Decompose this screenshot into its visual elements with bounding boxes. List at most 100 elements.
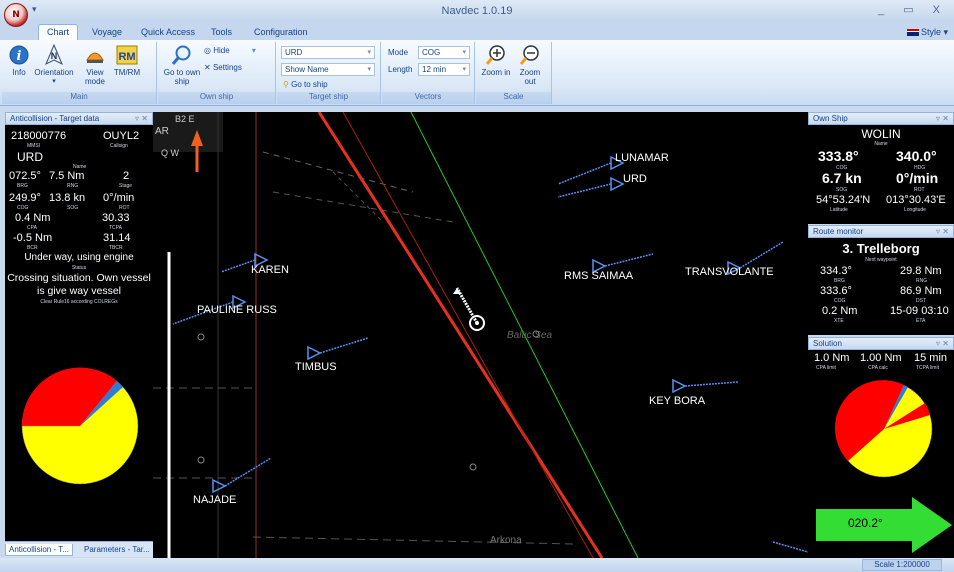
- tmrm-button[interactable]: RM TM/RM: [110, 44, 144, 77]
- tab-configuration[interactable]: Configuration: [254, 27, 308, 37]
- pin-close-icons[interactable]: ▿ ✕: [936, 114, 949, 123]
- vector-length-select[interactable]: 12 min ▾: [418, 63, 470, 76]
- anticollision-panel-header: Anticollision - Target data ▿ ✕: [5, 112, 153, 125]
- target-label[interactable]: RMS SAIMAA: [564, 270, 634, 282]
- tab-parameters[interactable]: Parameters - Tar...: [84, 545, 150, 554]
- tbcr-label: TBCR: [109, 245, 123, 251]
- target-tbcr: 31.14: [103, 232, 131, 244]
- tcpa-limit: 15 min: [914, 352, 948, 364]
- solution-title: Solution: [813, 339, 842, 348]
- settings-button[interactable]: ✕ Settings: [204, 63, 242, 72]
- target-label[interactable]: NAJADE: [193, 494, 237, 506]
- tab-anticollision[interactable]: Anticollision - T...: [5, 544, 73, 556]
- scale-indicator: Scale 1:200000: [862, 559, 942, 571]
- route-monitor-panel: Route monitor ▿ ✕ 3. Trelleborg Next wayp…: [808, 225, 954, 335]
- own-latitude: 54°53.24'N: [816, 194, 871, 206]
- anticollision-panel: Anticollision - Target data ▿ ✕ 218000776…: [5, 112, 153, 541]
- cpa-calc-label: CPA calc: [868, 365, 888, 371]
- orientation-button[interactable]: N Orientation ▾: [32, 44, 76, 86]
- target-sog: 13.8 kn: [49, 192, 86, 204]
- target-ship-select[interactable]: URD ▾: [281, 46, 375, 59]
- route-eta: 15-09 03:10: [890, 305, 949, 317]
- svg-text:i: i: [17, 49, 22, 64]
- target-label[interactable]: LUNAMAR: [615, 152, 669, 164]
- solution-header: Solution ▿ ✕: [808, 337, 954, 350]
- zoom-in-button[interactable]: Zoom in: [480, 44, 512, 77]
- cpa-label: CPA: [27, 225, 37, 231]
- goto-ship-button[interactable]: ⚲ Go to ship: [283, 80, 328, 89]
- route-cog: 333.6°: [820, 285, 852, 297]
- ribbon-tabs: Chart Voyage Quick Access Tools Configur…: [0, 22, 954, 40]
- pin-close-icons[interactable]: ▿ ✕: [135, 114, 148, 123]
- target-mmsi: 218000776: [11, 130, 67, 142]
- window-title: Navdec 1.0.19: [441, 5, 513, 17]
- target-brg: 072.5°: [9, 170, 41, 182]
- cpa-limit-label: CPA limit: [816, 365, 836, 371]
- group-label-own-ship: Own ship: [158, 92, 275, 104]
- own-sog-label: SOG: [836, 187, 848, 193]
- own-name-label: Name: [874, 141, 888, 147]
- settings-label: Settings: [212, 63, 242, 72]
- recommended-course: 020.2°: [848, 516, 883, 530]
- group-label-target-ship: Target ship: [277, 92, 380, 104]
- zoom-in-icon: [485, 44, 507, 66]
- tcpa-limit-label: TCPA limit: [916, 365, 939, 371]
- target-label[interactable]: KAREN: [251, 264, 289, 276]
- length-label: Length: [388, 65, 413, 74]
- goto-own-ship-label: Go to own ship: [163, 68, 201, 86]
- target-label[interactable]: PAULINE RUSS: [197, 304, 277, 316]
- tab-quick-access[interactable]: Quick Access: [141, 27, 196, 37]
- zoom-out-button[interactable]: Zoom out: [514, 44, 546, 86]
- view-mode-button[interactable]: View mode: [78, 44, 112, 86]
- info-button[interactable]: i Info: [6, 44, 32, 77]
- orientation-label: Orientation: [34, 68, 74, 77]
- target-label[interactable]: TIMBUS: [295, 361, 337, 373]
- target-label-value: Show Name: [285, 65, 329, 74]
- map-canvas[interactable]: [153, 112, 808, 558]
- quick-access-toolbar[interactable]: ▾: [32, 4, 37, 14]
- pin-close-icons[interactable]: ▿ ✕: [936, 227, 949, 236]
- title-bar: N ▾ Navdec 1.0.19 _ ▭ X: [0, 0, 954, 27]
- search-icon: ⚲: [283, 80, 289, 89]
- target-tcpa: 30.33: [102, 212, 130, 224]
- own-sog: 6.7 kn: [822, 170, 862, 186]
- ribbon-group-scale: Zoom in Zoom out Scale: [476, 42, 552, 104]
- tab-voyage[interactable]: Voyage: [92, 27, 123, 37]
- vector-mode-select[interactable]: COG ▾: [418, 46, 470, 59]
- situation-text: Crossing situation. Own vessel is give w…: [7, 272, 151, 297]
- tab-tools[interactable]: Tools: [211, 27, 233, 37]
- route-xte: 0.2 Nm: [822, 305, 858, 317]
- hide-icon: ◎: [204, 46, 211, 55]
- tab-chart[interactable]: Chart: [38, 24, 79, 40]
- goto-own-ship-button[interactable]: Go to own ship: [162, 44, 202, 86]
- pin-close-icons[interactable]: ▿ ✕: [936, 339, 949, 348]
- hide-button[interactable]: ◎ Hide ▾: [204, 46, 256, 55]
- target-label[interactable]: KEY BORA: [649, 395, 706, 407]
- chart-map[interactable]: LUNAMAR URD KAREN PAULINE RUSS RMS SAIMA…: [153, 112, 808, 558]
- target-label-select[interactable]: Show Name ▾: [281, 63, 375, 76]
- group-label-vectors: Vectors: [382, 92, 474, 104]
- target-rot: 0°/min: [103, 192, 135, 204]
- zoom-in-label: Zoom in: [481, 68, 511, 77]
- route-cog-label: COG: [834, 298, 846, 304]
- window-controls[interactable]: _ ▭ X: [878, 4, 948, 16]
- route-dst-label: DST: [916, 298, 926, 304]
- cpa-limit: 1.0 Nm: [814, 352, 850, 364]
- chart-label: Q W: [161, 148, 179, 158]
- stage-label: Stage: [119, 183, 133, 189]
- app-menu-button[interactable]: N: [4, 3, 28, 27]
- own-rot: 0°/min: [896, 170, 939, 186]
- anticollision-pie-chart: [21, 367, 139, 485]
- vector-mode-value: COG: [422, 48, 441, 57]
- target-stage: 2: [123, 170, 130, 182]
- target-label[interactable]: URD: [623, 173, 647, 185]
- own-ship-title: Own Ship: [813, 114, 848, 123]
- status-label: Status: [71, 265, 87, 271]
- route-eta-label: ETA: [916, 318, 926, 324]
- tmrm-icon-text: RM: [118, 51, 135, 63]
- zoom-out-icon: [519, 44, 541, 66]
- target-cpa: 0.4 Nm: [15, 212, 51, 224]
- target-label[interactable]: TRANSVOLANTE: [685, 266, 774, 278]
- target-status: Under way, using engine: [24, 252, 134, 263]
- style-menu[interactable]: Style ▾: [906, 27, 948, 38]
